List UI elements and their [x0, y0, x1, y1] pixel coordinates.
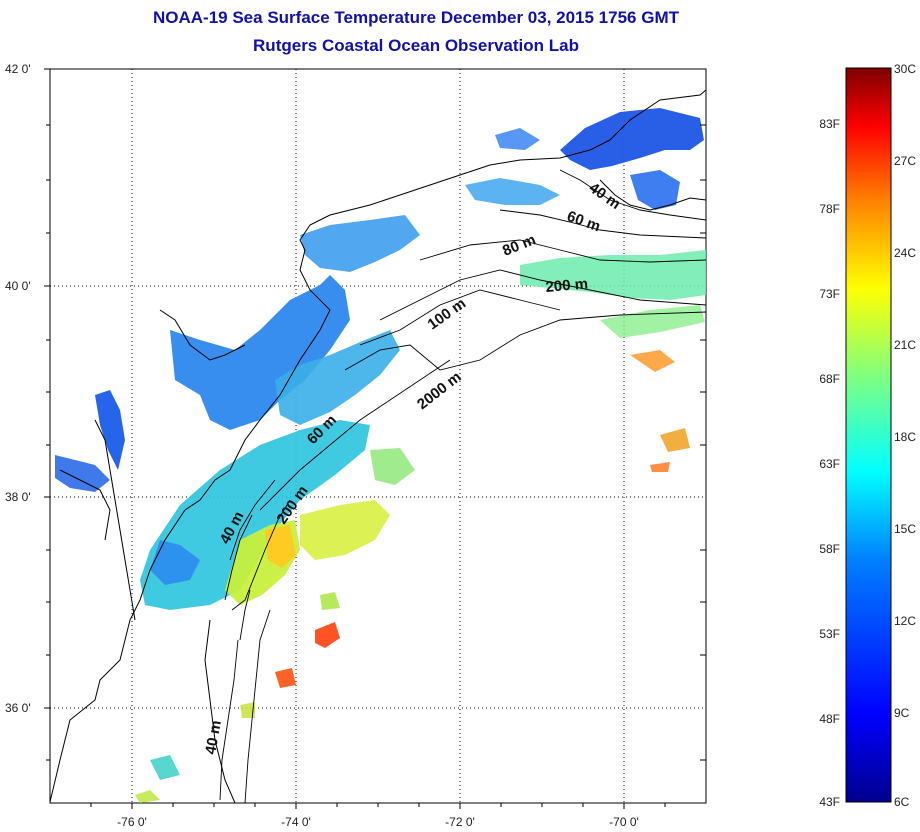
longitude-labels: -76 0' -74 0' -72 0' -70 0' [117, 815, 639, 829]
latitude-labels: 42 0' 40 0' 38 0' 36 0' [5, 62, 31, 715]
fahrenheit-label: 73F [819, 287, 840, 301]
fahrenheit-label: 83F [819, 117, 840, 131]
lon-label: -76 0' [117, 815, 147, 829]
fahrenheit-label: 63F [819, 457, 840, 471]
lat-label: 42 0' [5, 62, 31, 76]
fahrenheit-label: 78F [819, 202, 840, 216]
lat-label: 36 0' [5, 701, 31, 715]
lon-label: -70 0' [609, 815, 639, 829]
celsius-label: 15C [894, 522, 916, 536]
contour-label: 200 m [545, 275, 589, 296]
fahrenheit-label: 68F [819, 372, 840, 386]
lat-label: 40 0' [5, 279, 31, 293]
temperature-colorbar: 83F 78F 73F 68F 63F 58F 53F 48F 43F 30C … [819, 62, 916, 809]
lat-lon-grid [50, 69, 706, 803]
celsius-label: 24C [894, 246, 916, 260]
axis-ticks [44, 68, 706, 809]
celsius-label: 6C [894, 795, 910, 809]
celsius-label: 9C [894, 706, 910, 720]
colorbar-celsius-labels: 30C 27C 24C 21C 18C 15C 12C 9C 6C [894, 62, 916, 809]
map-subtitle: Rutgers Coastal Ocean Observation Lab [253, 36, 579, 55]
fahrenheit-label: 43F [819, 795, 840, 809]
map-title: NOAA-19 Sea Surface Temperature December… [153, 8, 679, 27]
colorbar-fahrenheit-labels: 83F 78F 73F 68F 63F 58F 53F 48F 43F [819, 117, 840, 809]
lat-label: 38 0' [5, 490, 31, 504]
fahrenheit-label: 58F [819, 542, 840, 556]
contour-label: 40 m [202, 719, 225, 756]
bathymetry-contours [219, 169, 706, 803]
sst-data-layer [55, 108, 706, 803]
fahrenheit-label: 53F [819, 627, 840, 641]
fahrenheit-label: 48F [819, 712, 840, 726]
map-frame [49, 68, 707, 804]
lon-label: -74 0' [281, 815, 311, 829]
celsius-label: 30C [894, 62, 916, 76]
celsius-label: 12C [894, 614, 916, 628]
celsius-label: 21C [894, 338, 916, 352]
lon-label: -72 0' [445, 815, 475, 829]
celsius-label: 18C [894, 430, 916, 444]
coastline [50, 89, 706, 803]
celsius-label: 27C [894, 154, 916, 168]
